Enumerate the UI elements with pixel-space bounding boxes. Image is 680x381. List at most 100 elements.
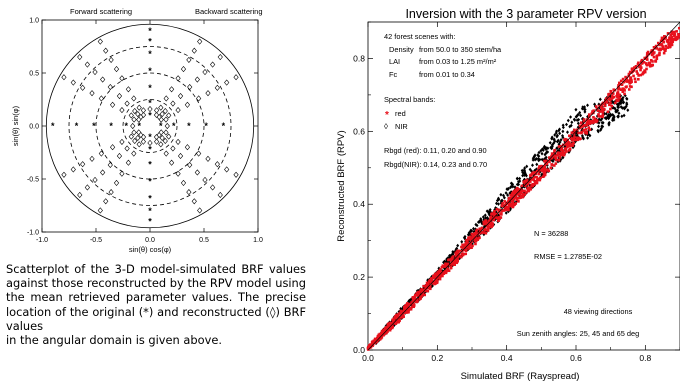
red-point [645, 54, 649, 57]
nir-point [622, 106, 626, 111]
original-star: * [148, 132, 152, 142]
red-point [623, 92, 626, 96]
red-point [594, 120, 597, 123]
red-point [448, 258, 451, 261]
red-point [569, 136, 573, 140]
red-point [622, 88, 625, 91]
red-point [473, 235, 477, 239]
figure-caption: Scatterplot of the 3-D model-simulated B… [6, 262, 306, 347]
reconstructed-diamond [162, 107, 168, 115]
red-point [659, 48, 662, 52]
red-point [490, 213, 494, 216]
red-point [474, 237, 477, 241]
red-point [388, 328, 392, 332]
nir-point [544, 151, 548, 155]
red-point [583, 131, 587, 134]
nir-point [621, 100, 625, 105]
nir-point [497, 197, 501, 202]
red-point [573, 130, 577, 133]
red-point [562, 153, 566, 157]
polar-circle [122, 99, 178, 153]
red-point [405, 311, 408, 314]
red-point [661, 45, 665, 48]
red-point [465, 239, 468, 242]
red-point [514, 191, 518, 195]
nir-point [485, 215, 489, 220]
red-point [670, 35, 674, 39]
red-point [593, 117, 597, 121]
nir-point [586, 103, 590, 108]
legend-red-label: red [395, 109, 406, 118]
red-point [407, 307, 411, 310]
red-point [517, 200, 520, 203]
red-point [525, 182, 529, 186]
red-point [666, 46, 670, 49]
red-point [464, 252, 468, 256]
polar-x-axis-label: sin(θ) cos(φ) [129, 245, 172, 254]
red-point [514, 195, 518, 198]
nir-point [604, 111, 608, 116]
red-point [677, 26, 680, 30]
red-point [560, 147, 564, 150]
nir-point [521, 170, 525, 175]
nir-point [620, 114, 624, 119]
red-point [568, 147, 572, 151]
nir-point [544, 147, 548, 152]
red-point [413, 293, 417, 297]
nir-point [553, 139, 557, 144]
nir-point [463, 234, 467, 239]
reconstructed-diamond [135, 134, 141, 142]
reconstructed-diamond [202, 176, 208, 184]
red-point [480, 226, 484, 230]
red-point [478, 227, 482, 231]
red-point [601, 107, 605, 110]
red-point [421, 291, 425, 295]
red-point [617, 86, 620, 89]
reconstructed-diamond [210, 184, 216, 191]
red-point [541, 169, 544, 173]
nir-point [597, 121, 601, 125]
reconstructed-diamond [210, 61, 216, 68]
reconstructed-diamond [175, 170, 181, 177]
red-point [636, 72, 639, 75]
red-point [529, 173, 532, 177]
red-point [633, 77, 637, 81]
nir-point [466, 232, 470, 237]
red-point [521, 195, 525, 199]
nir-point [506, 186, 510, 191]
reconstructed-diamond [177, 152, 184, 160]
red-point [405, 302, 409, 305]
red-point [493, 210, 496, 213]
red-point [640, 62, 644, 65]
red-point [433, 280, 437, 284]
polar-x-tick-label: -0.5 [90, 237, 102, 244]
red-point [386, 323, 390, 326]
scatter-y-tick-label: 0.8 [353, 53, 365, 63]
nir-point [593, 102, 597, 107]
scatter-y-axis-label: Reconstructed BRF (RPV) [336, 130, 347, 241]
red-point [419, 290, 422, 293]
red-point [429, 277, 433, 281]
reconstructed-diamond [136, 116, 142, 123]
original-star: * [148, 206, 152, 216]
red-point [609, 107, 612, 111]
nir-point [573, 118, 577, 122]
nir-point [621, 98, 625, 102]
caption-text: Scatterplot of the 3-D model-simulated B… [6, 262, 306, 333]
red-point [533, 171, 536, 175]
red-point [637, 77, 640, 81]
red-point [517, 193, 521, 196]
nir-point [550, 143, 554, 147]
red-point [637, 74, 640, 77]
reconstructed-diamond [214, 84, 220, 91]
red-point [410, 305, 414, 308]
reconstructed-diamond [77, 53, 83, 61]
original-star: * [148, 217, 152, 227]
red-point [451, 262, 455, 265]
scatter-title: Inversion with the 3 parameter RPV versi… [405, 7, 646, 21]
original-star: * [51, 121, 55, 131]
nir-point [553, 133, 557, 137]
red-point [497, 216, 500, 219]
red-point [435, 281, 439, 285]
red-point [474, 242, 477, 246]
